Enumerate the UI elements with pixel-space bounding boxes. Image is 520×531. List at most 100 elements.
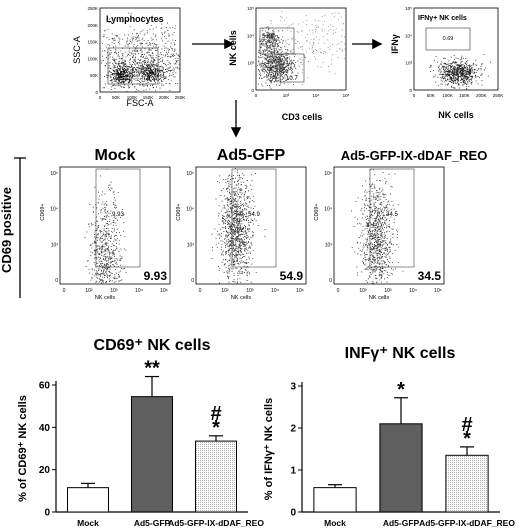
scatter-point bbox=[120, 82, 122, 84]
scatter-point bbox=[281, 36, 283, 38]
scatter-point bbox=[453, 74, 454, 76]
scatter-point bbox=[242, 215, 244, 217]
scatter-point bbox=[287, 63, 289, 65]
scatter-point bbox=[234, 195, 236, 196]
scatter-point bbox=[246, 262, 248, 264]
scatter-point bbox=[231, 268, 233, 270]
scatter-point bbox=[464, 76, 465, 78]
scatter-point bbox=[226, 211, 228, 213]
scatter-point bbox=[235, 184, 237, 186]
scatter-point bbox=[92, 224, 94, 225]
scatter-point bbox=[283, 81, 285, 82]
scatter-point bbox=[95, 262, 97, 264]
scatter-point bbox=[268, 63, 270, 64]
scatter-point bbox=[267, 70, 269, 72]
scatter-point bbox=[117, 192, 119, 193]
scatter-point bbox=[121, 21, 123, 23]
scatter-point bbox=[242, 228, 243, 229]
scatter-point bbox=[237, 223, 239, 224]
scatter-point bbox=[277, 61, 279, 62]
scatter-point bbox=[221, 246, 223, 248]
scatter-point bbox=[241, 245, 242, 246]
scatter-point bbox=[274, 60, 276, 61]
scatter-point bbox=[294, 54, 296, 55]
scatter-point bbox=[252, 236, 254, 238]
scatter-point bbox=[236, 258, 238, 260]
scatter-point bbox=[114, 88, 116, 89]
scatter-point bbox=[149, 54, 151, 56]
scatter-point bbox=[159, 75, 161, 77]
scatter-point bbox=[234, 191, 236, 193]
scatter-point bbox=[232, 220, 234, 221]
scatter-point bbox=[240, 231, 242, 232]
scatter-point bbox=[116, 247, 118, 249]
scatter-point bbox=[107, 277, 109, 279]
scatter-point bbox=[298, 47, 300, 49]
scatter-point bbox=[255, 173, 256, 174]
scatter-point bbox=[128, 76, 130, 78]
scatter-point bbox=[269, 33, 270, 35]
scatter-point bbox=[240, 241, 242, 243]
scatter-point bbox=[229, 256, 231, 258]
scatter-point bbox=[122, 54, 123, 56]
scatter-point bbox=[454, 77, 456, 79]
scatter-point bbox=[114, 59, 116, 61]
scatter-point bbox=[447, 70, 449, 72]
scatter-point bbox=[108, 240, 110, 241]
scatter-point bbox=[101, 254, 103, 256]
scatter-point bbox=[144, 79, 146, 81]
scatter-point bbox=[220, 249, 222, 251]
scatter-point bbox=[376, 253, 378, 254]
scatter-point bbox=[461, 72, 463, 74]
scatter-point bbox=[297, 60, 299, 62]
scatter-point bbox=[284, 46, 286, 47]
scatter-point bbox=[236, 218, 238, 220]
scatter-point bbox=[119, 70, 121, 72]
scatter-point bbox=[150, 43, 152, 45]
scatter-point bbox=[167, 56, 168, 57]
scatter-point bbox=[267, 65, 269, 67]
scatter-point bbox=[467, 72, 469, 74]
x-tick-label: 10³ bbox=[283, 93, 290, 98]
scatter-point bbox=[227, 217, 228, 219]
scatter-point bbox=[169, 27, 171, 29]
scatter-point bbox=[104, 243, 106, 245]
scatter-point bbox=[158, 69, 160, 71]
scatter-point bbox=[370, 211, 372, 213]
scatter-point bbox=[222, 221, 224, 223]
scatter-point bbox=[461, 69, 463, 71]
scatter-point bbox=[287, 64, 289, 66]
scatter-point bbox=[262, 40, 264, 42]
scatter-point bbox=[124, 268, 125, 269]
scatter-point bbox=[241, 212, 243, 214]
scatter-point bbox=[165, 77, 167, 79]
scatter-point bbox=[270, 81, 272, 83]
gate-value: 10.7 bbox=[286, 76, 298, 82]
scatter-point bbox=[245, 262, 247, 264]
scatter-point bbox=[104, 259, 106, 261]
scatter-point bbox=[236, 281, 238, 283]
scatter-point bbox=[122, 73, 124, 75]
scatter-point bbox=[241, 233, 243, 235]
scatter-point bbox=[104, 50, 106, 52]
scatter-point bbox=[110, 252, 112, 254]
scatter-point bbox=[161, 54, 163, 56]
scatter-point bbox=[462, 71, 464, 73]
gating-plot-lymphocytes: Lymphocytes FSC-A SSC-A 0 50K 100K 150K 200K… bbox=[72, 6, 185, 108]
scatter-point bbox=[457, 76, 459, 78]
scatter-point bbox=[315, 20, 317, 22]
scatter-point bbox=[271, 58, 272, 60]
scatter-point bbox=[446, 80, 448, 82]
scatter-point bbox=[247, 252, 249, 254]
scatter-point bbox=[170, 70, 172, 71]
scatter-point bbox=[225, 253, 227, 254]
scatter-point bbox=[115, 217, 117, 219]
scatter-point bbox=[472, 70, 474, 72]
scatter-point bbox=[162, 72, 164, 74]
scatter-point bbox=[103, 230, 105, 231]
scatter-point bbox=[278, 30, 280, 32]
scatter-point bbox=[451, 78, 453, 79]
scatter-point bbox=[271, 69, 273, 70]
scatter-point bbox=[267, 63, 268, 64]
scatter-point bbox=[121, 76, 123, 78]
